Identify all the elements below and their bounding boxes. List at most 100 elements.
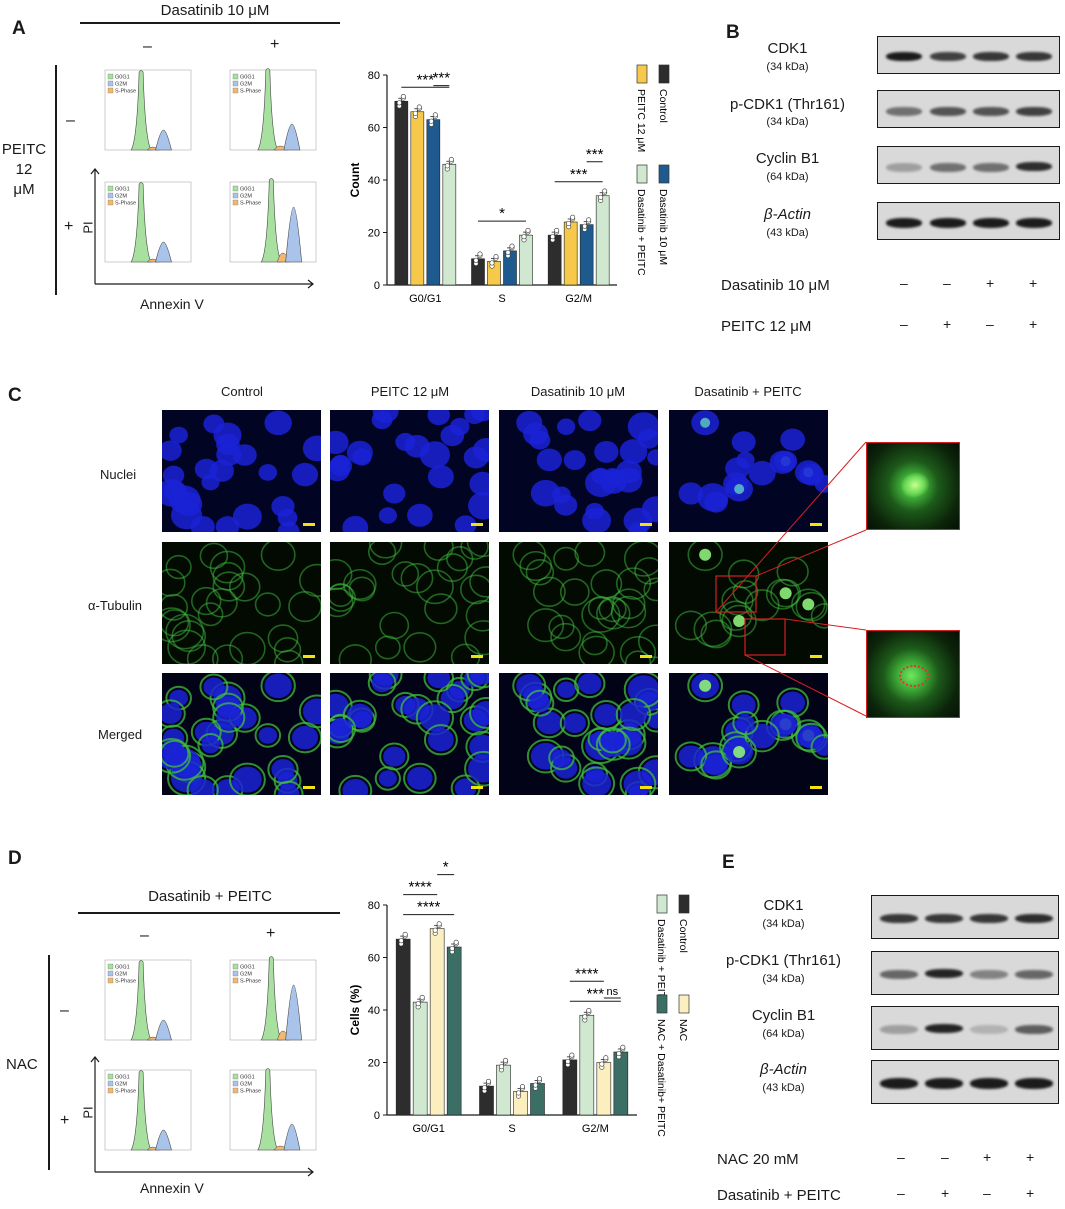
nucleus [342,778,369,795]
blot-band [880,1078,918,1089]
scale-bar [303,655,315,658]
panel-e-protein-kda-2: (34 kDa) [762,973,805,985]
tubulin-ring [550,622,582,652]
panel-c-row-3: Merged [98,727,143,742]
nucleus [291,725,319,750]
nucleus [769,713,796,737]
data-point [565,1058,571,1064]
legend-label: Control [677,919,689,953]
tubulin-ring [267,624,299,653]
tubulin-ring [623,542,658,577]
nucleus [203,677,225,697]
tubulin-ring [466,542,489,558]
data-point [598,194,604,200]
histogram-g2m-peak [155,129,172,151]
y-tick-label: 0 [374,1110,380,1122]
tubulin-ring [634,557,658,585]
data-point [416,104,422,110]
nucleus [582,770,612,795]
panel-e-protein-name-4: β-Actin [760,1061,807,1078]
significance-label: * [499,205,505,222]
tubulin-ring [254,723,282,748]
panel-e-blot-pcdk1 [871,951,1059,995]
tubulin-ring [643,577,658,602]
scale-bar [810,786,822,789]
tubulin-ring [374,766,401,791]
nucleus [678,745,704,768]
blot-band [925,914,963,923]
significance-label: **** [408,879,432,896]
tubulin-ring [619,635,657,664]
mitotic-spindle [700,417,711,428]
y-tick-label: 20 [368,228,380,240]
zoom-cell-chromatin [899,665,929,687]
panel-d-header-line [78,912,340,914]
tubulin-ring [615,567,652,600]
tubulin-ring [559,709,590,738]
significance-label: *** [433,70,451,87]
histogram-legend-label: S-Phase [115,1089,136,1095]
nucleus [407,766,433,790]
data-point [453,939,459,945]
x-tick-label: S [498,293,505,305]
nucleus [557,418,576,435]
panel-e-protein-name-1: CDK1 [763,897,804,914]
bar [412,1001,428,1116]
y-tick-label: 60 [368,953,380,965]
tubulin-ring [367,673,397,697]
histogram-legend-label: G0G1 [240,1075,255,1081]
micrograph-cells [162,542,321,664]
histogram-legend-swatch [232,199,239,206]
micrograph-cells [162,410,321,532]
tubulin-ring [229,631,266,664]
tubulin-ring [610,595,647,629]
tubulin-ring [162,593,189,621]
nucleus [578,410,602,432]
micrograph-tile [162,410,321,532]
nucleus [470,410,489,422]
nucleus [201,474,220,491]
tubulin-ring [162,739,190,768]
y-tick-label: 80 [368,70,380,82]
micrograph-tile [499,673,658,795]
nucleus [232,503,262,530]
nucleus [469,471,489,496]
tubulin-ring [367,542,397,566]
blot-band [930,218,966,228]
nucleus [162,440,182,461]
nucleus [530,479,561,507]
nucleus [163,480,186,501]
histogram-legend-label: S-Phase [240,1089,261,1095]
micrograph-cells [512,542,658,664]
scale-bar [640,786,652,789]
scale-bar [471,786,483,789]
data-point [620,1044,626,1050]
panel-e-protein-kda-3: (64 kDa) [762,1028,805,1040]
micrograph-cells [512,673,658,795]
tubulin-ring [162,609,190,637]
histogram-legend-swatch [232,1080,239,1087]
panel-b-cond1-sign-4: + [1029,275,1038,291]
nucleus [536,448,562,472]
blot-band [1016,52,1052,61]
histogram-g0g1-peak [257,1068,279,1151]
blot-band [973,107,1009,116]
nucleus [258,727,278,744]
panel-e-cond1-sign-2: – [941,1149,949,1165]
histogram-legend-label: G2M [115,1082,127,1088]
panel-d-header: Dasatinib + PEITC [148,888,272,905]
tubulin-ring [424,593,458,625]
tubulin-ring [464,620,489,656]
tubulin-ring [299,563,321,598]
data-point [582,223,588,229]
tubulin-ring [330,583,356,612]
tubulin-ring [338,644,373,664]
micrograph-tile [162,673,321,795]
panel-e-condition-2-label: Dasatinib + PEITC [717,1187,841,1204]
nucleus [557,681,576,698]
histogram-legend-swatch [232,80,239,87]
panel-b-protein-kda-1: (34 kDa) [766,61,809,73]
nucleus [427,673,451,689]
tubulin-ring [548,614,575,640]
